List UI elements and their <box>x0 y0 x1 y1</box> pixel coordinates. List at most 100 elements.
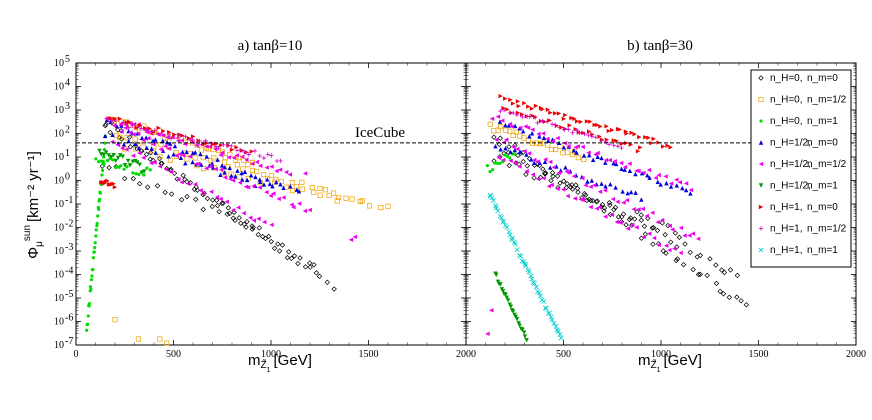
data-point <box>232 217 238 224</box>
data-point <box>219 150 225 155</box>
data-point <box>97 160 101 164</box>
data-point <box>726 294 733 301</box>
data-point <box>102 133 108 139</box>
data-point <box>213 144 219 149</box>
data-point <box>599 155 604 161</box>
y-tick-exponent: -7 <box>65 336 73 347</box>
data-point <box>125 158 131 164</box>
data-point <box>288 255 295 262</box>
data-point <box>578 119 584 125</box>
data-point <box>245 162 251 168</box>
data-point <box>521 135 527 141</box>
data-point <box>214 202 221 209</box>
data-point <box>160 148 166 153</box>
data-point <box>114 165 118 169</box>
data-point <box>719 267 725 273</box>
data-point <box>542 119 548 124</box>
data-point <box>668 239 674 245</box>
data-point <box>650 225 657 231</box>
data-point <box>497 135 503 141</box>
data-point <box>231 209 237 216</box>
data-point <box>557 331 563 337</box>
series-n-h-0-n-m-1 <box>485 152 517 174</box>
data-point <box>527 134 532 139</box>
data-point <box>96 214 100 218</box>
data-point <box>498 124 504 130</box>
data-point <box>493 205 499 211</box>
data-point <box>523 171 529 178</box>
data-point <box>734 272 741 279</box>
data-point <box>218 152 223 158</box>
data-point <box>283 169 289 175</box>
data-point <box>678 225 684 231</box>
data-point <box>529 276 535 282</box>
data-point <box>682 241 688 247</box>
data-point <box>89 287 93 291</box>
data-point <box>98 191 103 195</box>
data-point <box>258 179 263 184</box>
data-point <box>578 197 584 202</box>
data-point <box>122 167 126 171</box>
data-point <box>520 327 525 332</box>
data-point <box>555 328 561 334</box>
data-point <box>125 165 129 169</box>
data-point <box>113 158 118 164</box>
data-point <box>117 116 123 121</box>
data-point <box>222 155 229 161</box>
data-point <box>289 202 294 207</box>
x-tick-label: 2000 <box>456 349 476 360</box>
data-point <box>574 119 580 124</box>
data-point <box>524 338 529 343</box>
data-point <box>219 200 225 207</box>
data-point <box>193 150 198 155</box>
data-point <box>537 174 544 181</box>
data-point <box>601 208 607 214</box>
data-point <box>267 181 273 187</box>
data-point <box>569 186 576 192</box>
data-point <box>656 242 661 248</box>
data-point <box>495 114 501 119</box>
data-point <box>541 135 547 141</box>
data-point <box>490 197 496 203</box>
data-point <box>490 168 495 172</box>
data-point <box>517 164 522 169</box>
data-point <box>586 196 592 203</box>
data-point <box>573 127 578 132</box>
data-point <box>575 189 581 195</box>
data-point <box>157 164 162 169</box>
data-point <box>359 198 365 204</box>
data-point <box>649 140 654 146</box>
data-point <box>317 185 323 192</box>
data-point <box>130 153 136 158</box>
panel-b-ticks: 500 1000 1500 2000 <box>465 62 866 360</box>
data-point <box>581 130 586 136</box>
data-point <box>513 314 518 320</box>
data-point <box>288 184 293 189</box>
y-tick-exponent: -3 <box>65 242 73 253</box>
data-point <box>137 172 141 177</box>
x-tick-label: 500 <box>556 349 571 360</box>
data-point <box>97 207 101 212</box>
data-point <box>249 223 255 229</box>
data-point <box>599 181 604 186</box>
data-point <box>554 173 561 179</box>
data-point <box>190 137 195 142</box>
data-point <box>271 191 276 196</box>
data-point <box>227 165 232 171</box>
data-point <box>598 124 603 129</box>
data-point <box>532 157 537 163</box>
data-point <box>146 135 151 141</box>
data-point <box>322 187 328 193</box>
data-point <box>243 184 249 189</box>
data-point <box>569 182 575 188</box>
legend-marker <box>758 161 764 167</box>
data-point <box>636 207 641 212</box>
data-point <box>302 264 309 270</box>
data-point <box>603 184 608 189</box>
data-point <box>611 143 616 148</box>
data-point <box>153 150 158 155</box>
data-point <box>562 127 567 132</box>
data-point <box>244 177 250 183</box>
legend-nm: n_m=1/2 <box>807 159 847 170</box>
data-point <box>576 130 582 135</box>
